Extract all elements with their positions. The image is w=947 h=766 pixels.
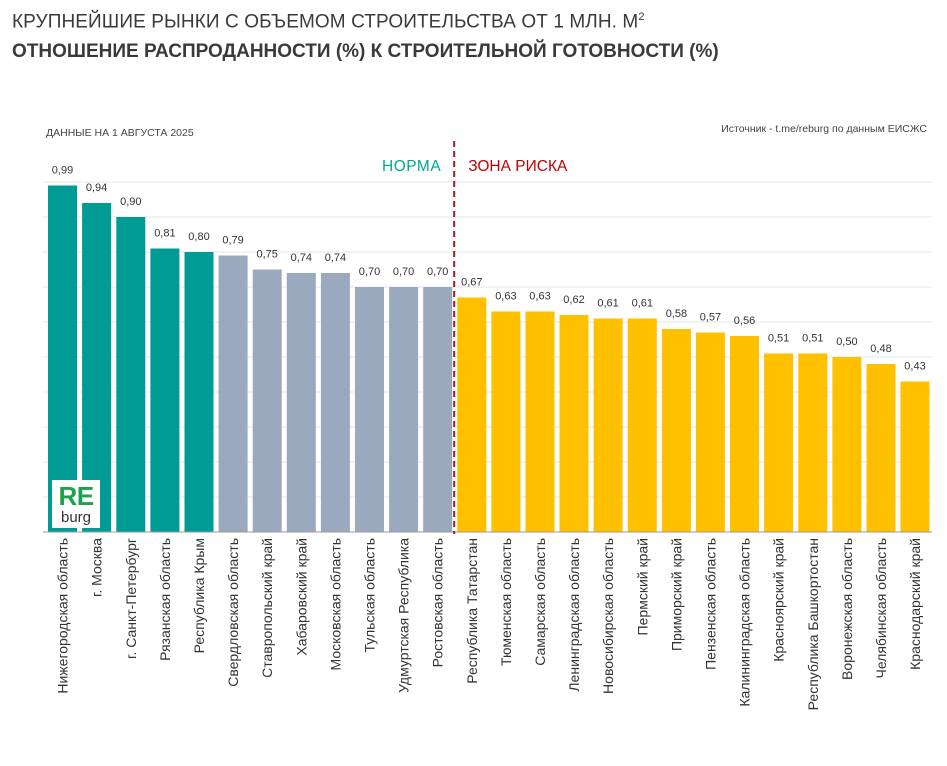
category-label-5: Республика Крым	[191, 538, 207, 653]
chart-title-line1: КРУПНЕЙШИЕ РЫНКИ С ОБЪЕМОМ СТРОИТЕЛЬСТВА…	[12, 11, 645, 33]
value-label-8: 0,74	[291, 252, 312, 264]
bar-26	[900, 381, 930, 532]
category-label-17: Новосибирская область	[600, 538, 616, 694]
title-superscript: 2	[638, 11, 645, 23]
logo-re-text: RE	[58, 481, 94, 511]
reburg-logo: RE burg	[52, 480, 100, 528]
bar-5	[184, 252, 214, 532]
value-label-23: 0,51	[802, 333, 823, 345]
value-label-9: 0,74	[325, 252, 346, 264]
value-label-16: 0,62	[563, 294, 584, 306]
bar-8	[286, 273, 316, 532]
bar-21	[730, 336, 759, 532]
category-label-2: г. Москва	[89, 538, 105, 597]
category-label-7: Ставропольский край	[259, 538, 275, 678]
category-label-8: Хабаровский край	[293, 538, 309, 656]
bar-7	[252, 269, 282, 532]
value-label-12: 0,70	[427, 266, 448, 278]
category-label-11: Удмуртская Республика	[396, 538, 412, 693]
value-label-13: 0,67	[461, 277, 482, 289]
bar-13	[457, 297, 487, 532]
bar-22	[764, 353, 794, 532]
bar-4	[150, 248, 180, 532]
value-label-24: 0,50	[836, 336, 857, 348]
bar-20	[695, 332, 725, 532]
value-label-10: 0,70	[359, 266, 380, 278]
norm-zone-label: НОРМА	[382, 158, 441, 175]
category-label-26: Краснодарский край	[907, 538, 923, 670]
bar-24	[832, 357, 862, 532]
category-label-10: Тульская область	[362, 538, 378, 652]
value-label-4: 0,81	[154, 228, 175, 240]
bar-9	[320, 273, 350, 532]
bar-19	[661, 329, 691, 532]
bar-14	[491, 311, 521, 532]
category-label-13: Республика Татарстан	[464, 538, 480, 684]
value-label-14: 0,63	[495, 291, 516, 303]
bar-11	[389, 287, 419, 532]
value-label-7: 0,75	[256, 249, 277, 261]
value-label-15: 0,63	[529, 291, 550, 303]
value-label-21: 0,56	[734, 315, 755, 327]
bar-6	[218, 255, 248, 532]
value-label-19: 0,58	[666, 308, 687, 320]
source-note: Источник - t.me/reburg по данным ЕИСЖС	[721, 123, 927, 135]
chart-title-line2: ОТНОШЕНИЕ РАСПРОДАННОСТИ (%) К СТРОИТЕЛЬ…	[12, 41, 719, 62]
bar-12	[423, 287, 453, 532]
value-label-6: 0,79	[222, 235, 243, 247]
date-note: ДАННЫЕ НА 1 АВГУСТА 2025	[46, 127, 194, 139]
category-label-20: Пензенская область	[702, 538, 718, 670]
category-label-25: Челябинская область	[873, 538, 889, 679]
category-label-1: Нижегородская область	[55, 538, 71, 694]
category-label-19: Приморский край	[668, 538, 684, 651]
bar-2	[82, 203, 112, 532]
category-label-24: Воронежская область	[839, 538, 855, 680]
title-text: КРУПНЕЙШИЕ РЫНКИ С ОБЪЕМОМ СТРОИТЕЛЬСТВА…	[12, 11, 639, 33]
value-label-2: 0,94	[86, 182, 107, 194]
category-label-4: Рязанская область	[157, 538, 173, 661]
bar-15	[525, 311, 555, 532]
bar-10	[355, 287, 384, 532]
value-label-18: 0,61	[632, 298, 653, 310]
value-label-20: 0,57	[700, 312, 721, 324]
bar-16	[559, 315, 589, 532]
category-label-9: Московская область	[327, 538, 343, 670]
bar-1	[48, 185, 77, 532]
value-label-22: 0,51	[768, 333, 789, 345]
category-label-12: Ростовская область	[430, 538, 446, 667]
category-label-3: г. Санкт-Петербург	[123, 538, 139, 659]
bar-17	[593, 318, 623, 532]
category-label-6: Свердловская область	[225, 538, 241, 687]
category-label-18: Пермский край	[634, 538, 650, 635]
bar-25	[866, 364, 896, 532]
bar-23	[798, 353, 828, 532]
risk-zone-label: ЗОНА РИСКА	[468, 158, 568, 175]
value-label-5: 0,80	[188, 231, 209, 243]
bar-3	[116, 217, 146, 532]
value-label-25: 0,48	[870, 343, 891, 355]
category-label-22: Красноярский край	[771, 538, 787, 662]
category-label-21: Калининградская область	[737, 538, 753, 707]
category-label-16: Ленинградская область	[566, 538, 582, 692]
category-label-15: Самарская область	[532, 538, 548, 666]
value-label-26: 0,43	[904, 361, 925, 373]
value-label-3: 0,90	[120, 196, 141, 208]
logo-burg-text: burg	[60, 509, 92, 526]
category-label-23: Республика Башкортостан	[805, 538, 821, 710]
bar-18	[627, 318, 657, 532]
value-label-1: 0,99	[52, 165, 73, 177]
value-label-11: 0,70	[393, 266, 414, 278]
category-label-14: Тюменская область	[498, 538, 514, 666]
value-label-17: 0,61	[597, 298, 618, 310]
